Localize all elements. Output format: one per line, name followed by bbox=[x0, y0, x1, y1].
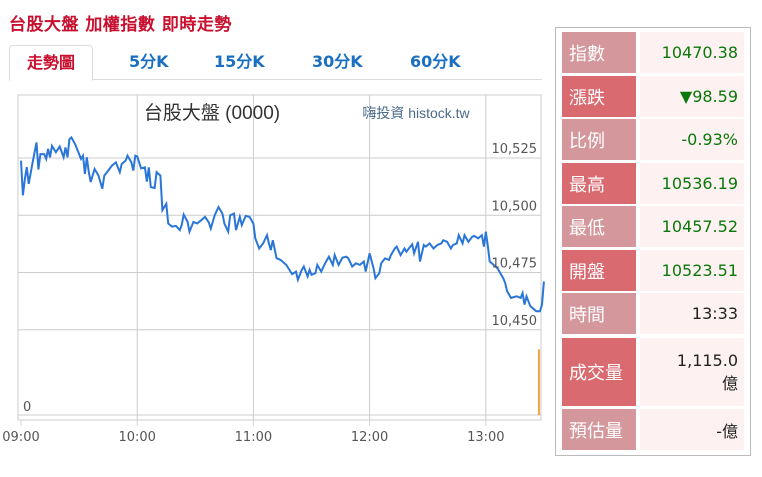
quote-value: 10523.51 bbox=[640, 250, 744, 291]
quote-value: 10457.52 bbox=[640, 206, 744, 247]
tab-trend[interactable]: 走勢圖 bbox=[9, 45, 94, 81]
y-tick-label: 10,475 bbox=[492, 257, 538, 272]
quote-value: -億 bbox=[640, 409, 744, 450]
page-title: 台股大盤 加權指數 即時走勢 bbox=[9, 15, 232, 35]
x-tick-label: 10:00 bbox=[118, 430, 155, 445]
volume-amount: 1,115.0 bbox=[676, 350, 738, 370]
quote-label: 時間 bbox=[562, 293, 636, 334]
x-tick-label: 13:00 bbox=[467, 430, 504, 445]
y-tick-label: 10,500 bbox=[492, 199, 538, 214]
tab-bar: 走勢圖 5分K 15分K 30分K 60分K bbox=[9, 45, 542, 81]
quote-label: 成交量 bbox=[562, 338, 636, 406]
quote-row-high: 最高 10536.19 bbox=[562, 163, 744, 204]
quote-value: ▼98.59 bbox=[640, 76, 744, 117]
intraday-chart: 台股大盤 (0000) 嗨投資 histock.tw 0 10,525 10,50… bbox=[2, 94, 545, 445]
quote-label: 指數 bbox=[562, 32, 636, 73]
quote-label: 最高 bbox=[562, 163, 636, 204]
index-line-series bbox=[20, 135, 545, 313]
quote-row-open: 開盤 10523.51 bbox=[562, 250, 744, 291]
x-tick-label: 09:00 bbox=[2, 430, 39, 445]
quote-row-percent: 比例 -0.93% bbox=[562, 119, 744, 160]
tab-30min-k[interactable]: 30分K bbox=[312, 52, 363, 71]
quote-row-change: 漲跌 ▼98.59 bbox=[562, 76, 744, 117]
y-tick-label: 10,525 bbox=[492, 142, 538, 157]
tab-15min-k[interactable]: 15分K bbox=[214, 52, 265, 71]
quote-label: 比例 bbox=[562, 119, 636, 160]
quote-value: 10470.38 bbox=[640, 32, 744, 73]
chart-title: 台股大盤 (0000) bbox=[144, 102, 280, 124]
x-tick-label: 12:00 bbox=[351, 430, 388, 445]
quote-row-index: 指數 10470.38 bbox=[562, 32, 744, 73]
quote-row-time: 時間 13:33 bbox=[562, 293, 744, 334]
quote-row-volume: 成交量 1,115.0 億 bbox=[562, 338, 744, 406]
volume-unit: 億 bbox=[721, 373, 738, 393]
quote-label: 漲跌 bbox=[562, 76, 636, 117]
quote-panel: 指數 10470.38 漲跌 ▼98.59 比例 -0.93% 最高 10536.19 最低 10… bbox=[555, 27, 751, 456]
tab-5min-k[interactable]: 5分K bbox=[129, 52, 169, 71]
quote-value: 1,115.0 億 bbox=[640, 338, 744, 406]
quote-value: -0.93% bbox=[640, 119, 744, 160]
quote-label: 開盤 bbox=[562, 250, 636, 291]
quote-label: 最低 bbox=[562, 206, 636, 247]
tab-60min-k[interactable]: 60分K bbox=[410, 52, 461, 71]
quote-value: 10536.19 bbox=[640, 163, 744, 204]
watermark: 嗨投資 histock.tw bbox=[362, 105, 470, 121]
plot-frame bbox=[17, 94, 542, 421]
quote-row-est-volume: 預估量 -億 bbox=[562, 409, 744, 450]
quote-row-low: 最低 10457.52 bbox=[562, 206, 744, 247]
volume-axis-label: 0 bbox=[23, 400, 31, 415]
x-tick-label: 11:00 bbox=[235, 430, 272, 445]
quote-label: 預估量 bbox=[562, 409, 636, 450]
volume-bar bbox=[538, 349, 540, 415]
quote-value: 13:33 bbox=[640, 293, 744, 334]
y-tick-label: 10,450 bbox=[492, 314, 538, 329]
